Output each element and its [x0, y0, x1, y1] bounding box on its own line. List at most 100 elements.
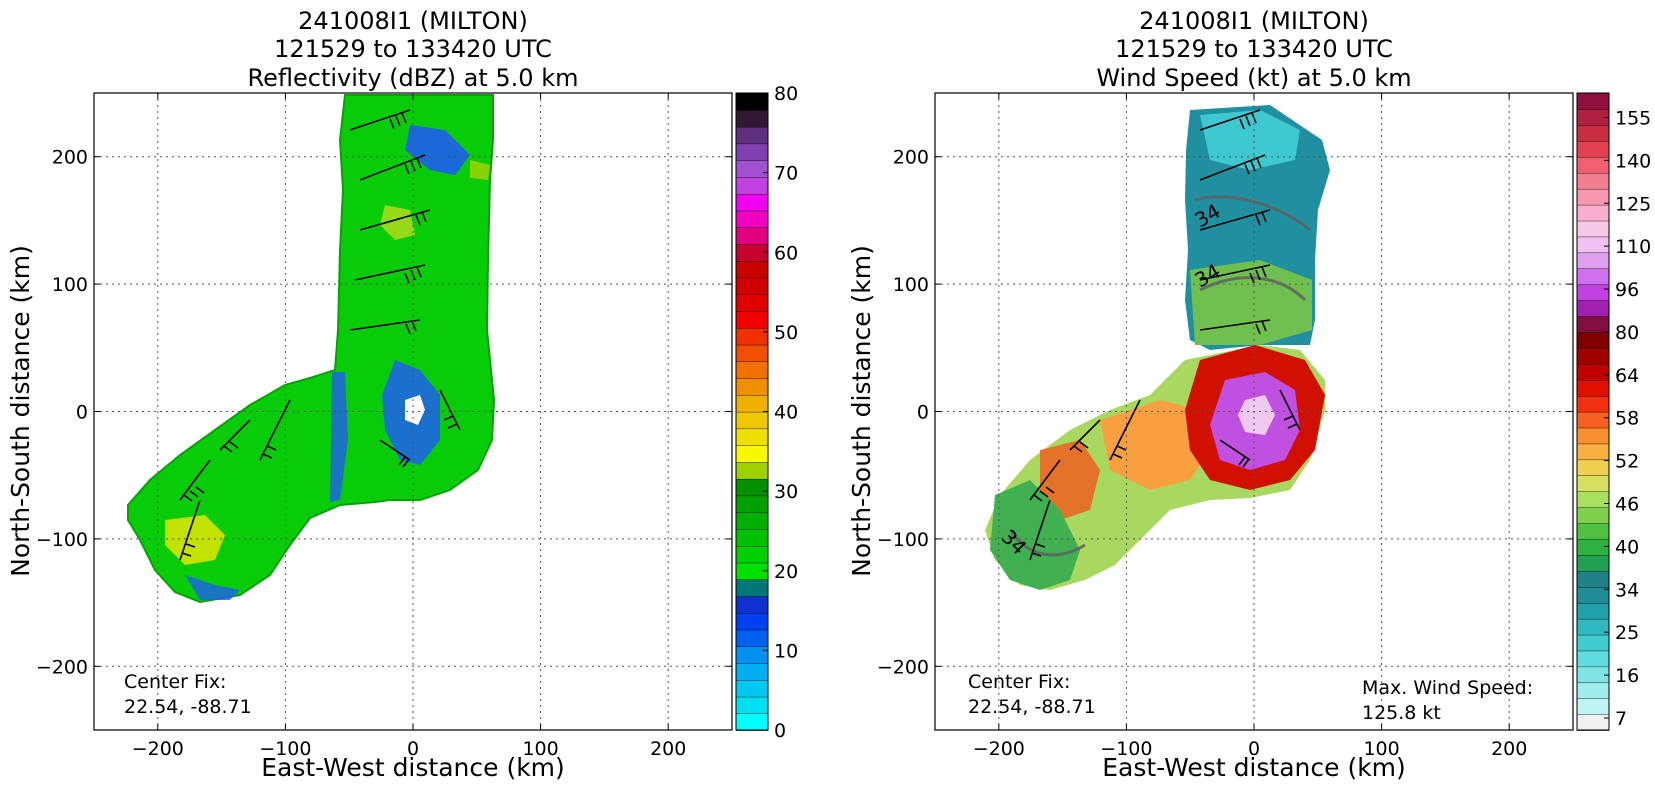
wind-speed-field: 34 34 34: [985, 105, 1330, 590]
colorbar-swatch: [735, 662, 769, 681]
colorbar-tick-label: 7: [1615, 708, 1627, 730]
colorbar-swatch: [1576, 347, 1610, 365]
x-axis-label: East-West distance (km): [1102, 753, 1406, 782]
max-wind-label: Max. Wind Speed:: [1362, 677, 1533, 699]
colorbar-swatch: [735, 411, 769, 430]
colorbar-swatch: [735, 612, 769, 631]
wind-mid-band: [1100, 400, 1210, 490]
colorbar-tick-label: 58: [1615, 408, 1639, 430]
colorbar-tick-label: 80: [774, 83, 798, 105]
colorbar-swatch: [735, 713, 769, 731]
reflectivity-strong-band-1: [165, 515, 225, 565]
panel-title-line-2: 121529 to 133420 UTC: [274, 35, 552, 63]
colorbar-swatch: [1576, 554, 1610, 572]
y-tick-label: −100: [877, 529, 929, 551]
colorbar-tick-label: 52: [1615, 451, 1639, 473]
colorbar-swatch: [735, 210, 769, 228]
panel-title-line-2: 121529 to 133420 UTC: [1115, 35, 1393, 63]
wind-speed-colorbar: 7 16 25 34 40 46 52 58 64 80 96 110 125 140 155: [1576, 92, 1651, 731]
colorbar-tick-label: 0: [774, 720, 786, 742]
colorbar-swatch: [1576, 666, 1610, 684]
colorbar-swatch: [735, 344, 769, 363]
colorbar-swatch: [1576, 379, 1610, 397]
colorbar-swatch: [735, 226, 769, 245]
colorbar-swatch: [1576, 522, 1610, 540]
wind-southwest-region: [990, 480, 1080, 590]
colorbar-swatch: [735, 478, 769, 497]
panel-title-line-1: 241008I1 (MILTON): [298, 7, 528, 35]
wind-southwest-band: [1040, 440, 1100, 520]
reflectivity-strong-band-2: [380, 205, 415, 240]
colorbar-swatch: [1576, 602, 1610, 620]
x-tick-label: 0: [407, 738, 419, 760]
colorbar-swatch: [1576, 252, 1610, 269]
colorbar-tick-label: 96: [1615, 279, 1639, 301]
x-tick-label: 100: [1363, 738, 1399, 760]
colorbar-swatch: [1576, 650, 1610, 668]
colorbar-swatch: [1576, 267, 1610, 285]
colorbar-swatch: [1576, 475, 1610, 492]
colorbar-tick-label: 60: [774, 242, 798, 264]
y-tick-label: −200: [877, 656, 929, 678]
colorbar-swatch: [1576, 299, 1610, 317]
colorbar-swatch: [1576, 411, 1610, 429]
colorbar-swatch: [1576, 427, 1610, 445]
panel-title-line-1: 241008I1 (MILTON): [1139, 7, 1369, 35]
colorbar-tick-label: 155: [1615, 107, 1651, 129]
colorbar-swatch: [735, 461, 769, 480]
colorbar-swatch: [735, 595, 769, 614]
colorbar-swatch: [1576, 634, 1610, 652]
y-tick-label: 200: [893, 147, 929, 169]
colorbar-swatch: [735, 511, 769, 530]
center-fix-value: 22.54, -88.71: [124, 696, 252, 718]
colorbar-swatch: [735, 629, 769, 647]
colorbar-swatch: [1576, 172, 1610, 190]
reflectivity-grid: [94, 93, 732, 730]
colorbar-tick-label: 10: [774, 640, 798, 662]
reflectivity-strong-band-3: [470, 160, 490, 180]
colorbar-swatch: [1576, 220, 1610, 238]
wind-north-light-patch: [1200, 110, 1300, 170]
colorbar-swatch: [735, 528, 769, 547]
colorbar-frame: [1576, 92, 1610, 731]
reflectivity-eye: [405, 395, 425, 425]
y-axis-label: North-South distance (km): [847, 245, 876, 577]
colorbar-swatch: [735, 109, 769, 128]
x-tick-label: 100: [522, 738, 558, 760]
colorbar-swatch: [735, 126, 769, 145]
colorbar-swatch: [1576, 506, 1610, 524]
colorbar-tick-label: 140: [1615, 150, 1651, 172]
colorbar-swatch: [735, 428, 769, 446]
colorbar-swatch: [1576, 156, 1610, 174]
colorbar-swatch: [735, 495, 769, 513]
colorbar-tick-label: 110: [1615, 236, 1651, 258]
colorbar-tick-label: 125: [1615, 193, 1651, 215]
colorbar-swatch: [1576, 140, 1610, 158]
colorbar-swatch: [735, 696, 769, 715]
colorbar-swatch: [1576, 443, 1610, 461]
colorbar-swatch: [735, 361, 769, 379]
colorbar-swatch: [735, 444, 769, 463]
colorbar-swatch: [1576, 363, 1610, 381]
reflectivity-weak-band-1: [405, 125, 470, 175]
colorbar-swatch: [735, 394, 769, 413]
colorbar-swatch: [1576, 92, 1610, 110]
colorbar-tick-label: 70: [774, 163, 798, 185]
reflectivity-field: [127, 94, 496, 604]
y-tick-label: 100: [52, 274, 88, 296]
reflectivity-colorbar: 0 10 20 30 40 50 60 70 80: [735, 83, 798, 742]
colorbar-swatch: [735, 578, 769, 597]
y-tick-label: 200: [52, 147, 88, 169]
wind-speed-grid: [935, 93, 1573, 730]
colorbar-tick-label: 20: [774, 561, 798, 583]
colorbar-swatch: [1576, 124, 1610, 142]
y-tick-label: 100: [893, 274, 929, 296]
colorbar-swatch: [735, 545, 769, 564]
colorbar-swatch: [735, 260, 769, 279]
colorbar-tick-label: 40: [774, 402, 798, 424]
colorbar-tick-label: 34: [1615, 579, 1639, 601]
wind-eye: [1238, 395, 1275, 435]
colorbar-tick-label: 46: [1615, 494, 1639, 516]
colorbar-swatch: [735, 159, 769, 178]
x-tick-label: −100: [259, 738, 311, 760]
